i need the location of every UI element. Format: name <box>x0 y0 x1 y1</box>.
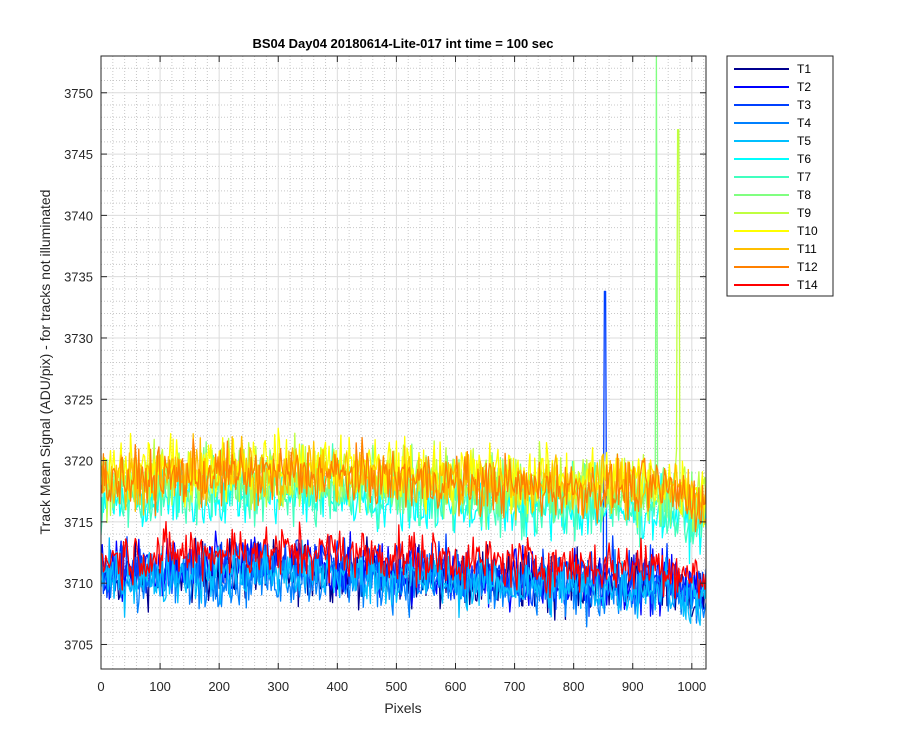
x-tick-label: 900 <box>622 679 644 694</box>
ticks-layer <box>100 56 706 669</box>
plot-frame <box>100 55 707 670</box>
y-tick-labels: 3705 3710 3715 3720 3725 3730 3735 3740 3745 3750 <box>64 86 93 653</box>
series-layer <box>101 56 706 628</box>
y-tick-label: 3710 <box>64 576 93 591</box>
x-tick-label: 500 <box>386 679 408 694</box>
legend-label: T1 <box>797 62 811 76</box>
x-tick-label: 700 <box>504 679 526 694</box>
legend-item: T2 <box>734 80 811 94</box>
y-tick-label: 3735 <box>64 270 93 285</box>
x-tick-label: 600 <box>445 679 467 694</box>
legend-item: T3 <box>734 98 811 112</box>
legend: T1 T2 T3 T4 T5 T6 T7 T8 T9 T10 T11 T12 T14 <box>726 55 834 297</box>
y-tick-label: 3720 <box>64 454 93 469</box>
x-tick-label: 100 <box>149 679 171 694</box>
series-line-t12 <box>101 437 706 533</box>
legend-item: T1 <box>734 62 811 76</box>
legend-label: T10 <box>797 224 818 238</box>
legend-label: T8 <box>797 188 811 202</box>
legend-item: T6 <box>734 152 811 166</box>
legend-label: T14 <box>797 278 818 292</box>
legend-label: T6 <box>797 152 811 166</box>
y-axis-label: Track Mean Signal (ADU/pix) - for tracks… <box>37 190 53 535</box>
legend-label: T3 <box>797 98 811 112</box>
x-tick-label: 400 <box>326 679 348 694</box>
legend-item: T10 <box>734 224 818 238</box>
x-tick-label: 1000 <box>677 679 706 694</box>
legend-label: T11 <box>797 242 817 256</box>
legend-item: T8 <box>734 188 811 202</box>
legend-label: T12 <box>797 260 818 274</box>
x-tick-label: 0 <box>97 679 104 694</box>
y-tick-label: 3730 <box>64 331 93 346</box>
y-tick-label: 3705 <box>64 637 93 652</box>
x-tick-label: 800 <box>563 679 585 694</box>
y-tick-label: 3745 <box>64 147 93 162</box>
legend-item: T12 <box>734 260 818 274</box>
legend-item: T7 <box>734 170 811 184</box>
series-line-t14 <box>101 520 706 599</box>
x-tick-labels: 0 100 200 300 400 500 600 700 800 900 1000 <box>97 679 706 694</box>
legend-label: T2 <box>797 80 811 94</box>
y-tick-label: 3715 <box>64 515 93 530</box>
x-tick-label: 200 <box>208 679 230 694</box>
y-tick-label: 3725 <box>64 392 93 407</box>
legend-label: T5 <box>797 134 811 148</box>
legend-item: T14 <box>734 278 818 292</box>
legend-label: T9 <box>797 206 811 220</box>
legend-item: T4 <box>734 116 811 130</box>
legend-item: T9 <box>734 206 811 220</box>
legend-item: T5 <box>734 134 811 148</box>
y-tick-label: 3750 <box>64 86 93 101</box>
x-axis-label: Pixels <box>384 700 421 716</box>
legend-label: T4 <box>797 116 811 130</box>
legend-label: T7 <box>797 170 811 184</box>
legend-item: T11 <box>734 242 817 256</box>
chart-title: BS04 Day04 20180614-Lite-017 int time = … <box>253 36 554 51</box>
y-tick-label: 3740 <box>64 208 93 223</box>
x-tick-label: 300 <box>267 679 289 694</box>
